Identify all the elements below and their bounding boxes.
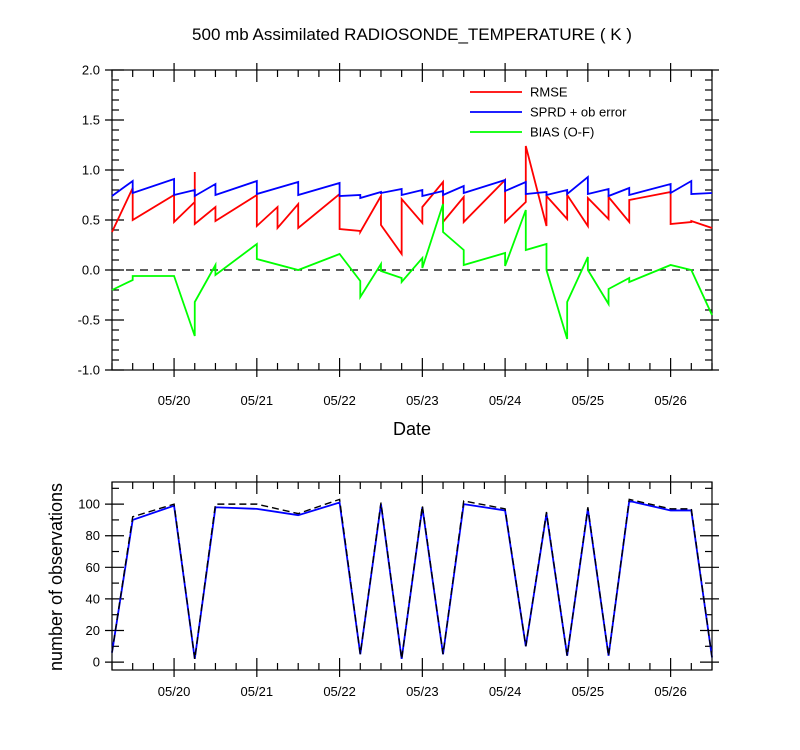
y-tick-label: 100	[78, 497, 100, 512]
series-line-bias-o-f	[111, 203, 713, 340]
y-tick-label: 1.0	[82, 163, 100, 178]
y-tick-label: 80	[86, 528, 100, 543]
y-tick-label: 0.5	[82, 213, 100, 228]
bottom-chart: 05/20 05/21 05/22 05/23 05/24 05/25 05/26 0 20 40…	[46, 475, 719, 699]
legend: RMSE SPRD + ob error BIAS (O-F)	[470, 85, 627, 140]
bottom-axis-ticks: 05/20 05/21 05/22 05/23 05/24 05/25 05/26 0 20 40…	[78, 475, 719, 699]
x-tick-label: 05/23	[406, 393, 439, 408]
y-axis-title: number of observations	[46, 483, 66, 671]
top-axis-ticks: 05/20 05/21 05/22 05/23 05/24 05/25 05/26 -1.0 -…	[78, 63, 719, 408]
x-axis-title: Date	[393, 419, 431, 439]
x-tick-label: 05/25	[572, 684, 605, 699]
x-tick-label: 05/21	[241, 393, 274, 408]
y-tick-label: 60	[86, 560, 100, 575]
top-series-group	[111, 145, 713, 340]
x-tick-label: 05/23	[406, 684, 439, 699]
x-tick-label: 05/26	[654, 684, 687, 699]
y-tick-label: -0.5	[78, 313, 100, 328]
top-chart: 500 mb Assimilated RADIOSONDE_TEMPERATUR…	[78, 25, 719, 439]
x-tick-label: 05/24	[489, 393, 522, 408]
x-tick-label: 05/20	[158, 684, 191, 699]
top-chart-title: 500 mb Assimilated RADIOSONDE_TEMPERATUR…	[192, 25, 632, 44]
y-tick-label: 0	[93, 655, 100, 670]
bottom-series-group	[111, 498, 713, 660]
x-tick-label: 05/22	[323, 684, 356, 699]
x-tick-label: 05/21	[241, 684, 274, 699]
x-tick-label: 05/20	[158, 393, 191, 408]
y-tick-label: 2.0	[82, 63, 100, 78]
series-line-sprd-ob-error	[111, 175, 713, 200]
y-tick-label: 0.0	[82, 263, 100, 278]
series-line-rmse	[111, 145, 713, 257]
bottom-plot-frame	[111, 481, 713, 671]
legend-label: RMSE	[530, 85, 568, 100]
x-tick-label: 05/24	[489, 684, 522, 699]
x-tick-label: 05/26	[654, 393, 687, 408]
y-tick-label: 40	[86, 591, 100, 606]
y-tick-label: 20	[86, 623, 100, 638]
series-line-total	[111, 498, 713, 660]
y-tick-label: -1.0	[78, 363, 100, 378]
legend-label: BIAS (O-F)	[530, 125, 594, 140]
legend-label: SPRD + ob error	[530, 105, 627, 120]
x-tick-label: 05/25	[572, 393, 605, 408]
x-tick-label: 05/22	[323, 393, 356, 408]
y-tick-label: 1.5	[82, 113, 100, 128]
